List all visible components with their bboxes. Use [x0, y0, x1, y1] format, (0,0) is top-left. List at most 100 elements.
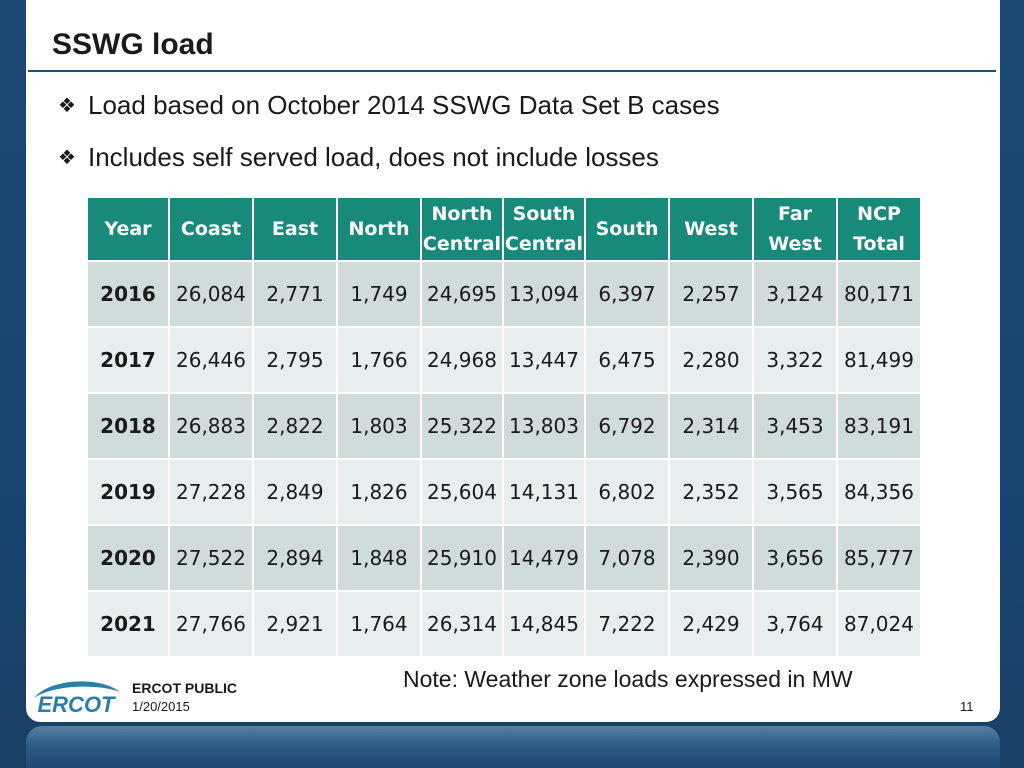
column-header-text: Central: [422, 233, 502, 255]
year-cell: 2017: [88, 328, 168, 392]
table-row: 2018 26,883 2,822 1,803 25,322 13,803 6,792 2,3…: [88, 394, 920, 458]
column-header-text: South: [595, 218, 659, 240]
load-cell: 1,803: [338, 394, 420, 458]
load-cell: 2,771: [254, 262, 336, 326]
column-header: South: [586, 198, 668, 260]
column-header-text: Central: [504, 233, 584, 255]
table-body: 2016 26,084 2,771 1,749 24,695 13,094 6,397 2,2…: [88, 262, 920, 656]
slide-title: SSWG load: [52, 28, 214, 61]
column-header: North Central: [422, 198, 502, 260]
units-note: Note: Weather zone loads expressed in MW: [403, 666, 853, 692]
column-header-text: Total: [853, 233, 905, 255]
load-cell: 87,024: [838, 592, 920, 656]
load-cell: 2,280: [670, 328, 752, 392]
load-cell: 27,766: [170, 592, 252, 656]
load-cell: 83,191: [838, 394, 920, 458]
load-cell: 14,845: [504, 592, 584, 656]
diamond-bullet-icon: ❖: [58, 95, 76, 117]
load-cell: 24,968: [422, 328, 502, 392]
year-cell: 2018: [88, 394, 168, 458]
column-header-text: West: [768, 233, 822, 255]
column-header: East: [254, 198, 336, 260]
column-header: Coast: [170, 198, 252, 260]
column-header-text: Far: [777, 203, 813, 225]
load-cell: 6,792: [586, 394, 668, 458]
footer-date: 1/20/2015: [132, 699, 190, 714]
load-cell: 2,257: [670, 262, 752, 326]
load-cell: 1,826: [338, 460, 420, 524]
table-row: 2017 26,446 2,795 1,766 24,968 13,447 6,475 2,2…: [88, 328, 920, 392]
column-header-text: North: [348, 218, 410, 240]
load-cell: 1,764: [338, 592, 420, 656]
load-cell: 3,764: [754, 592, 836, 656]
load-cell: 24,695: [422, 262, 502, 326]
column-header: NCP Total: [838, 198, 920, 260]
table-row: 2016 26,084 2,771 1,749 24,695 13,094 6,397 2,2…: [88, 262, 920, 326]
load-cell: 26,314: [422, 592, 502, 656]
load-cell: 26,084: [170, 262, 252, 326]
load-cell: 3,124: [754, 262, 836, 326]
load-cell: 2,390: [670, 526, 752, 590]
column-header-text: Year: [104, 218, 152, 240]
load-cell: 3,453: [754, 394, 836, 458]
column-header: West: [670, 198, 752, 260]
table-row: 2021 27,766 2,921 1,764 26,314 14,845 7,222 2,4…: [88, 592, 920, 656]
load-cell: 7,222: [586, 592, 668, 656]
column-header-text: NCP: [857, 203, 901, 225]
page-number: 11: [960, 699, 974, 714]
logo-text: ERCOT: [38, 692, 117, 716]
column-header-text: Coast: [180, 218, 242, 240]
column-header-text: North: [431, 203, 493, 225]
load-cell: 81,499: [838, 328, 920, 392]
load-cell: 2,849: [254, 460, 336, 524]
ercot-logo: ERCOT: [34, 681, 120, 716]
column-header-text: West: [684, 218, 738, 240]
load-cell: 1,766: [338, 328, 420, 392]
year-cell: 2016: [88, 262, 168, 326]
column-header-text: East: [271, 218, 319, 240]
column-header-text: South: [512, 203, 576, 225]
load-cell: 1,749: [338, 262, 420, 326]
column-header: North: [338, 198, 420, 260]
load-cell: 1,848: [338, 526, 420, 590]
load-cell: 14,131: [504, 460, 584, 524]
load-cell: 6,397: [586, 262, 668, 326]
load-cell: 3,565: [754, 460, 836, 524]
bullet-item: ❖ Includes self served load, does not in…: [58, 142, 659, 173]
title-divider: [28, 70, 996, 72]
year-cell: 2019: [88, 460, 168, 524]
load-cell: 27,522: [170, 526, 252, 590]
load-cell: 3,656: [754, 526, 836, 590]
bullet-text: Load based on October 2014 SSWG Data Set…: [88, 90, 720, 120]
load-cell: 14,479: [504, 526, 584, 590]
bullet-item: ❖ Load based on October 2014 SSWG Data S…: [58, 90, 720, 121]
year-cell: 2021: [88, 592, 168, 656]
table-row: 2020 27,522 2,894 1,848 25,910 14,479 7,078 2,3…: [88, 526, 920, 590]
bullet-text: Includes self served load, does not incl…: [88, 142, 659, 172]
load-cell: 7,078: [586, 526, 668, 590]
load-cell: 13,447: [504, 328, 584, 392]
table-row: 2019 27,228 2,849 1,826 25,604 14,131 6,802 2,3…: [88, 460, 920, 524]
column-header: Year: [88, 198, 168, 260]
load-cell: 26,883: [170, 394, 252, 458]
load-cell: 2,795: [254, 328, 336, 392]
load-cell: 25,322: [422, 394, 502, 458]
load-table: Year Coast East North North Central South Centr…: [86, 196, 922, 658]
load-cell: 13,803: [504, 394, 584, 458]
load-cell: 25,910: [422, 526, 502, 590]
column-header: Far West: [754, 198, 836, 260]
load-cell: 13,094: [504, 262, 584, 326]
diamond-bullet-icon: ❖: [58, 147, 76, 169]
year-cell: 2020: [88, 526, 168, 590]
footer-label: ERCOT PUBLIC: [132, 680, 237, 696]
load-cell: 3,322: [754, 328, 836, 392]
load-cell: 2,352: [670, 460, 752, 524]
load-cell: 2,921: [254, 592, 336, 656]
load-cell: 84,356: [838, 460, 920, 524]
load-cell: 27,228: [170, 460, 252, 524]
load-cell: 2,822: [254, 394, 336, 458]
load-cell: 25,604: [422, 460, 502, 524]
load-cell: 6,802: [586, 460, 668, 524]
load-cell: 26,446: [170, 328, 252, 392]
load-cell: 2,894: [254, 526, 336, 590]
